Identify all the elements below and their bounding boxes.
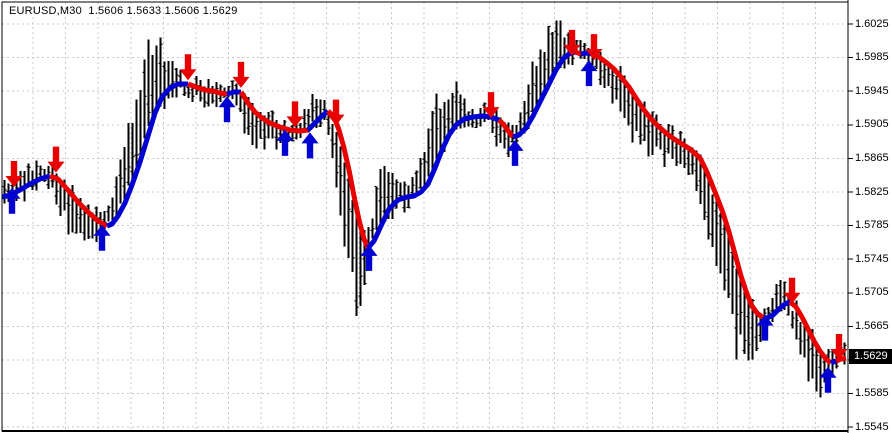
buy-signal-arrow-icon (3, 187, 21, 214)
trend-line-up-segment (512, 49, 576, 140)
trend-line-up-segment (830, 358, 837, 366)
current-price-tag: 1.5629 (849, 349, 892, 365)
trend-line-up-segment (106, 81, 188, 229)
trend-line-down-segment (49, 173, 109, 229)
trend-line-up-segment (306, 109, 330, 132)
y-axis-label: 1.5985 (855, 51, 889, 64)
sell-signal-arrow-icon (563, 29, 581, 56)
buy-signal-arrow-icon (756, 314, 774, 341)
sell-signal-arrow-icon (783, 277, 801, 304)
sell-signal-arrow-icon (585, 34, 603, 61)
trend-line-up-segment (366, 113, 500, 250)
chart-symbol-ohlc-label: EURUSD,M30 1.5606 1.5633 1.5606 1.5629 (9, 5, 238, 17)
sell-signal-arrow-icon (482, 92, 500, 119)
y-axis-label: 1.5585 (855, 387, 889, 400)
buy-signal-arrow-icon (93, 224, 111, 251)
y-axis-label: 1.6025 (855, 17, 889, 30)
buy-signal-arrow-icon (218, 96, 236, 123)
y-axis-label: 1.5865 (855, 151, 889, 164)
y-axis-label: 1.5665 (855, 319, 889, 332)
sell-signal-arrow-icon (830, 334, 848, 360)
sell-signal-arrow-icon (179, 54, 197, 81)
trend-line-down-segment (591, 51, 768, 321)
y-axis-label: 1.5545 (855, 420, 889, 433)
trend-line-down-segment (187, 81, 228, 97)
trend-line-down-segment (497, 118, 515, 139)
y-axis-label: 1.5905 (855, 118, 889, 131)
trend-line-down-segment (835, 355, 847, 364)
candles (2, 20, 847, 398)
buy-signal-arrow-icon (580, 60, 598, 87)
sell-signal-arrow-icon (232, 61, 250, 88)
trend-line-up-segment (226, 89, 241, 97)
sell-signal-arrow-icon (47, 146, 65, 173)
sell-signal-arrow-icon (286, 101, 304, 128)
y-axis-label: 1.5825 (855, 185, 889, 198)
trend-line-down-segment (238, 90, 309, 134)
buy-signal-arrow-icon (506, 139, 524, 166)
buy-signal-arrow-icon (360, 244, 378, 271)
y-axis-label: 1.5705 (855, 286, 889, 299)
sell-signal-arrow-icon (5, 160, 23, 187)
trend-line-down-segment (574, 49, 582, 57)
buy-signal-arrow-icon (301, 132, 319, 159)
buy-signal-arrow-icon (819, 366, 837, 393)
trend-line-up-segment (765, 299, 791, 321)
y-axis-label: 1.5745 (855, 252, 889, 265)
sell-signal-arrow-icon (327, 99, 345, 126)
y-axis-label: 1.5785 (855, 219, 889, 232)
buy-signal-arrow-icon (276, 129, 294, 156)
y-axis-label: 1.5945 (855, 84, 889, 97)
trend-line-down-segment (788, 300, 833, 365)
